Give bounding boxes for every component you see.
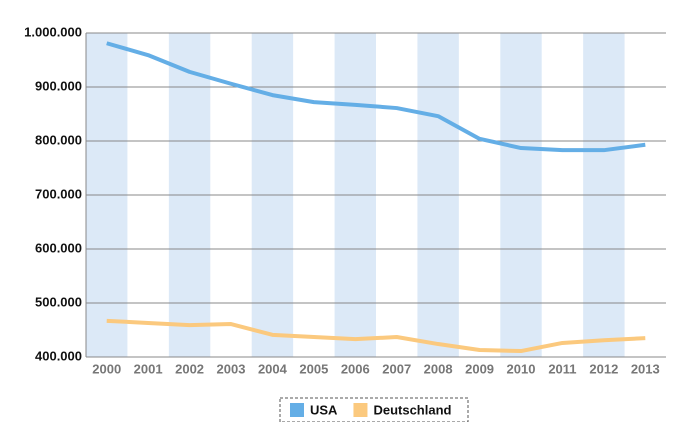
x-tick-label: 2006 bbox=[341, 361, 370, 376]
x-tick-label: 2011 bbox=[548, 361, 576, 376]
legend-swatch bbox=[353, 403, 368, 417]
x-tick-label: 2003 bbox=[217, 361, 246, 376]
x-tick-label: 2010 bbox=[507, 361, 536, 376]
x-tick-label: 2001 bbox=[134, 361, 163, 376]
y-tick-label: 500.000 bbox=[35, 294, 82, 309]
y-tick-label: 900.000 bbox=[35, 78, 82, 93]
x-tick-label: 2004 bbox=[258, 361, 288, 376]
y-tick-label: 1.000.000 bbox=[24, 24, 82, 39]
legend-swatch bbox=[290, 403, 304, 417]
legend-box bbox=[279, 397, 469, 422]
y-tick-label: 600.000 bbox=[35, 240, 82, 255]
x-tick-label: 2007 bbox=[382, 361, 411, 376]
x-tick-label: 2009 bbox=[465, 361, 494, 376]
series-line bbox=[106, 318, 646, 354]
x-tick-label: 2000 bbox=[92, 361, 121, 376]
y-tick-label: 800.000 bbox=[35, 132, 82, 147]
x-tick-label: 2002 bbox=[175, 361, 204, 376]
x-tick-label: 2008 bbox=[424, 361, 453, 376]
x-tick-label: 2012 bbox=[589, 361, 618, 376]
legend-label: Deutschland bbox=[373, 402, 451, 417]
series-line bbox=[106, 41, 646, 153]
y-tick-label: 700.000 bbox=[35, 186, 82, 201]
x-tick-label: 2005 bbox=[299, 361, 328, 376]
legend-label: USA bbox=[310, 402, 338, 417]
x-tick-label: 2013 bbox=[631, 361, 660, 376]
y-tick-label: 400.000 bbox=[35, 348, 82, 363]
